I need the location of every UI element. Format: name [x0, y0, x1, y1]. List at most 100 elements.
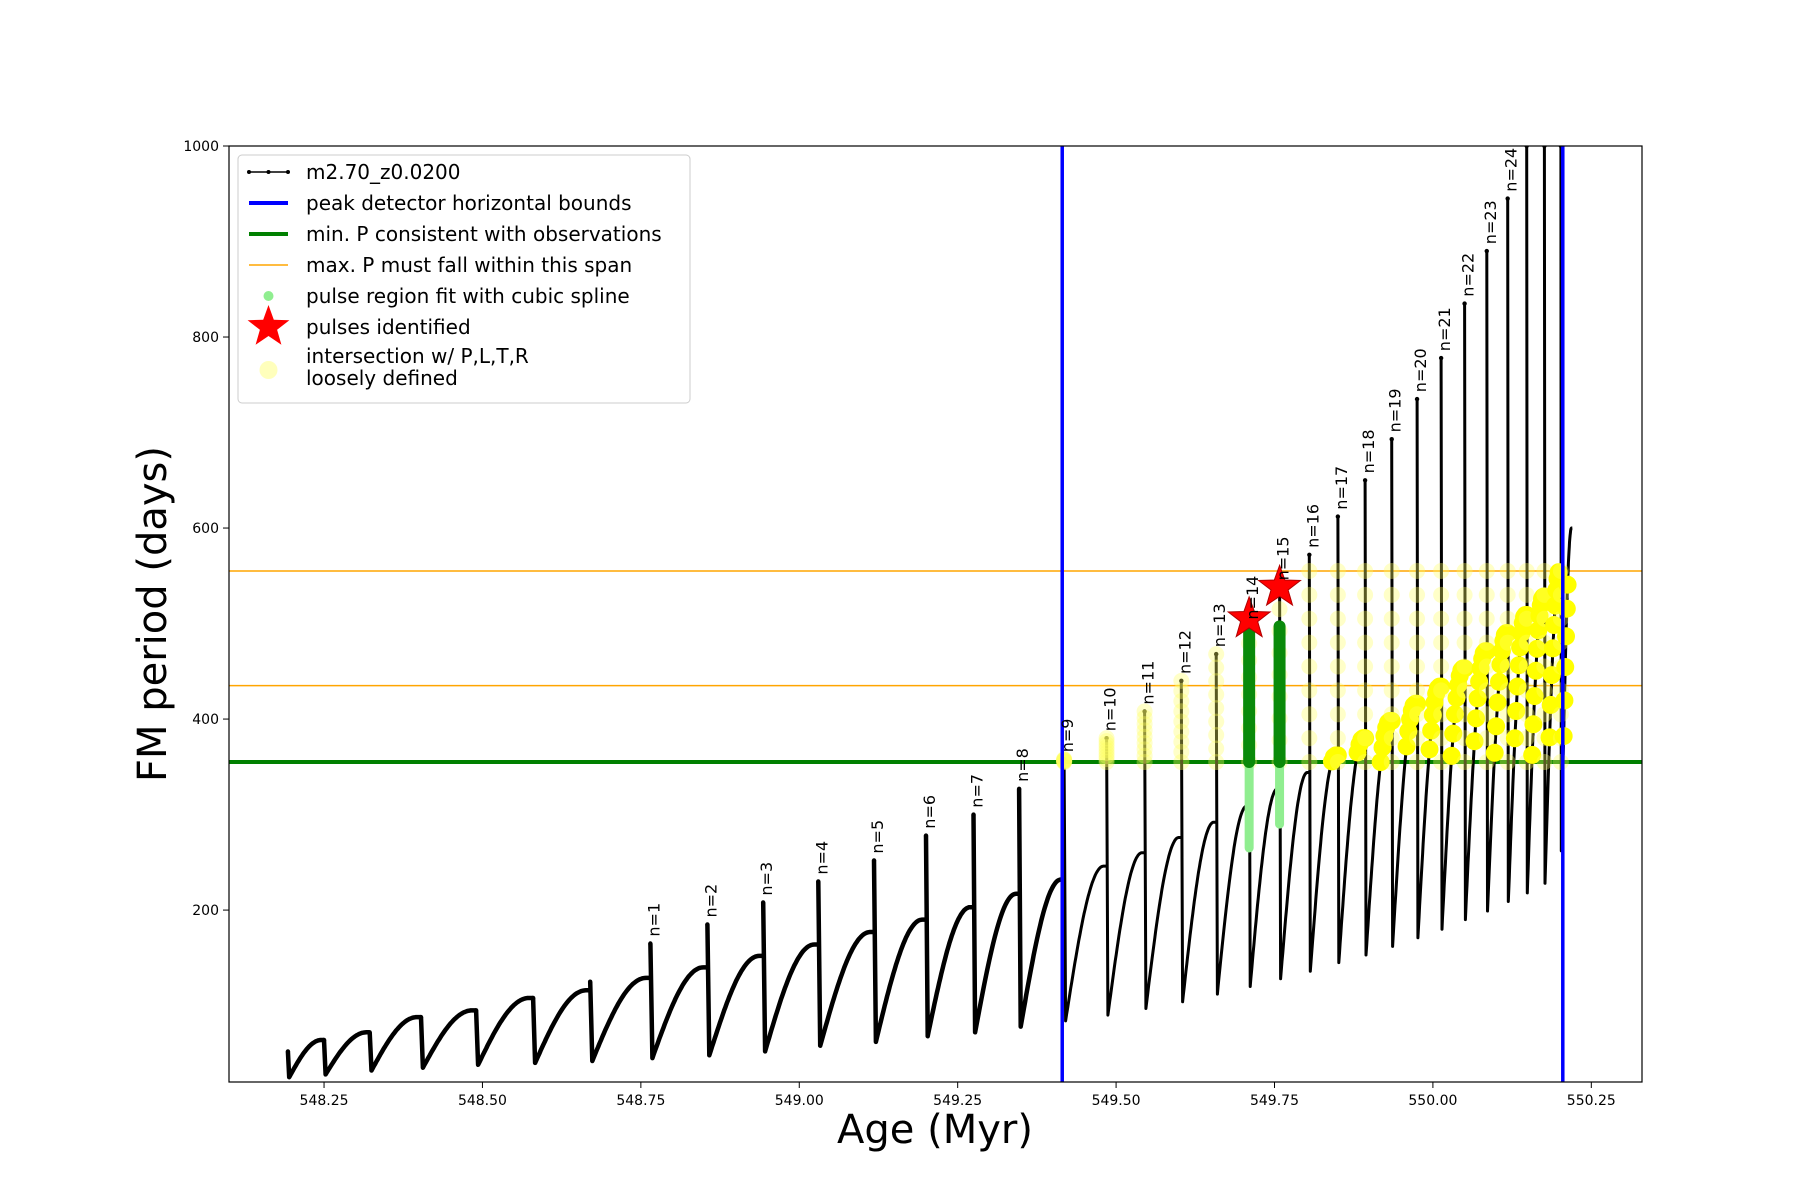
intersection-marker [1507, 702, 1526, 721]
intersection-marker [1420, 740, 1439, 759]
intersection-marker [1173, 693, 1190, 710]
series-point [321, 1037, 327, 1043]
intersection-marker [1056, 751, 1073, 768]
pulse-label: n=19 [1386, 388, 1405, 432]
intersection-marker [1465, 732, 1484, 751]
intersection-marker [1136, 747, 1153, 764]
x-tick-label: 549.25 [933, 1093, 982, 1109]
series-line [1016, 788, 1066, 1029]
intersection-marker [1208, 646, 1225, 663]
series-line [648, 943, 709, 1061]
intersection-marker [1456, 610, 1473, 627]
pulse-label: n=13 [1210, 603, 1229, 647]
intersection-marker [1433, 586, 1450, 603]
intersection-marker [1056, 753, 1073, 770]
intersection-marker [1382, 711, 1401, 730]
legend-swatch [247, 305, 290, 345]
intersection-marker [1301, 754, 1318, 771]
series-point [871, 858, 877, 863]
intersection-marker [1456, 563, 1473, 580]
pulse-label: n=10 [1101, 687, 1120, 731]
intersection-marker [1056, 753, 1073, 770]
intersection-marker [1433, 563, 1450, 580]
intersection-marker [1383, 682, 1400, 699]
intersection-marker [1383, 610, 1400, 627]
intersection-marker [1511, 638, 1530, 657]
pulse-star [1257, 563, 1302, 607]
intersection-marker [1409, 634, 1426, 651]
pulse-label: n=20 [1411, 348, 1430, 392]
intersection-marker [1301, 610, 1318, 627]
series-point [1462, 301, 1467, 306]
intersection-marker [1487, 717, 1506, 736]
intersection-marker [1357, 563, 1374, 580]
pulse-label: n=24 [1502, 148, 1521, 192]
intersection-marker [1056, 754, 1073, 771]
intersection-marker [1056, 752, 1073, 769]
pulse-label: n=23 [1481, 200, 1500, 244]
x-tick-label: 550.00 [1408, 1093, 1457, 1109]
intersection-marker [1478, 682, 1495, 699]
legend-swatch [263, 291, 274, 301]
intersection-marker [1536, 754, 1553, 771]
intersection-marker [1208, 713, 1225, 730]
spline-regions [1243, 620, 1286, 853]
intersection-marker [1518, 586, 1535, 603]
pulse-label: n=7 [968, 774, 987, 808]
intersection-marker [1422, 721, 1441, 740]
intersection-marker [1556, 658, 1575, 677]
intersection-marker [1136, 735, 1153, 752]
legend-box [237, 154, 691, 404]
intersection-marker [1098, 745, 1115, 762]
series-line [367, 1014, 423, 1073]
series-point [1104, 735, 1109, 741]
legend-swatch [259, 361, 278, 379]
intersection-marker [1541, 695, 1560, 714]
intersection-marker [1329, 706, 1346, 723]
series-point [648, 941, 653, 946]
plot-frame [228, 145, 1643, 1083]
intersection-marker [1456, 682, 1473, 699]
pulse-label: n=9 [1058, 719, 1077, 753]
series-line [321, 1030, 371, 1077]
legend-swatch-marker [286, 170, 290, 174]
intersection-marker [1518, 563, 1535, 580]
x-tick-label: 550.25 [1567, 1093, 1616, 1109]
series-line [530, 988, 592, 1066]
intersection-marker [1442, 746, 1461, 765]
intersection-marker [1485, 743, 1504, 762]
series-point [587, 979, 593, 984]
series-line [1247, 626, 1281, 988]
intersection-marker [1456, 754, 1473, 771]
legend-label: intersection w/ P,L,T,R [306, 344, 529, 368]
series-line [760, 902, 820, 1054]
intersection-marker [1173, 703, 1190, 720]
pulse-star [1226, 595, 1272, 638]
y-tick-label: 800 [192, 330, 219, 346]
intersection-marker [1409, 754, 1426, 771]
intersection-marker [1383, 658, 1400, 675]
intersection-marker [1383, 634, 1400, 651]
series-line [1214, 654, 1250, 996]
intersection-marker [1478, 730, 1495, 747]
intersection-marker [1517, 605, 1536, 624]
intersection-marker [1536, 682, 1553, 699]
intersection-marker [1409, 658, 1426, 675]
legend-label: pulse region fit with cubic spline [306, 284, 630, 308]
intersection-marker [1518, 730, 1535, 747]
intersection-marker [1509, 656, 1528, 675]
x-tick-label: 549.75 [1250, 1093, 1299, 1109]
intersection-marker [1525, 687, 1544, 706]
pulse-label: n=14 [1243, 576, 1262, 620]
intersection-marker [1456, 634, 1473, 651]
intersection-marker [1208, 740, 1225, 757]
intersection-marker [1478, 563, 1495, 580]
intersection-marker [1468, 689, 1487, 708]
intersection-marker [1409, 706, 1426, 723]
intersection-marker [1508, 677, 1527, 696]
intersection-marker [1383, 563, 1400, 580]
pulse-label: n=16 [1303, 504, 1322, 548]
intersection-marker [1356, 729, 1375, 748]
